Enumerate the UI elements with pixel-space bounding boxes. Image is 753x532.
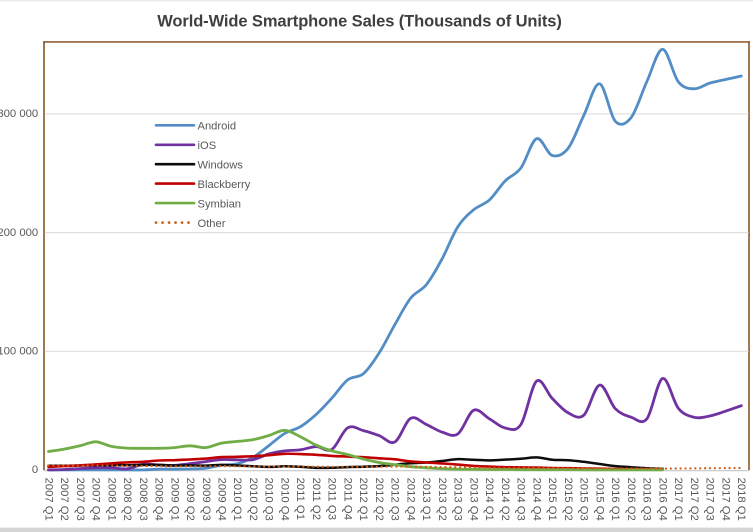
svg-text:Blackberry: Blackberry	[198, 179, 251, 191]
svg-text:2011 Q2: 2011 Q2	[310, 478, 322, 521]
svg-text:2016 Q4: 2016 Q4	[656, 478, 668, 521]
svg-text:2009 Q1: 2009 Q1	[168, 478, 180, 521]
svg-text:2007 Q3: 2007 Q3	[74, 478, 86, 521]
svg-text:Android: Android	[198, 121, 237, 133]
svg-text:2007 Q2: 2007 Q2	[58, 478, 70, 521]
svg-text:2012 Q4: 2012 Q4	[404, 478, 416, 521]
svg-text:2014 Q1: 2014 Q1	[483, 478, 495, 521]
svg-text:2017 Q1: 2017 Q1	[672, 478, 684, 521]
svg-text:2018 Q1: 2018 Q1	[735, 478, 747, 521]
svg-text:2010 Q4: 2010 Q4	[279, 478, 291, 521]
svg-text:2014 Q2: 2014 Q2	[499, 478, 511, 521]
svg-text:2012 Q2: 2012 Q2	[373, 478, 385, 521]
svg-text:2015 Q3: 2015 Q3	[578, 478, 590, 521]
svg-text:2013 Q4: 2013 Q4	[467, 478, 479, 521]
svg-text:Symbian: Symbian	[198, 198, 242, 210]
svg-text:2012 Q3: 2012 Q3	[389, 478, 401, 521]
svg-text:2017 Q3: 2017 Q3	[704, 478, 716, 521]
svg-text:2011 Q3: 2011 Q3	[326, 478, 338, 521]
svg-text:2013 Q1: 2013 Q1	[420, 478, 432, 521]
svg-text:2008 Q3: 2008 Q3	[137, 478, 149, 521]
svg-text:2010 Q3: 2010 Q3	[263, 478, 275, 521]
svg-text:200 000: 200 000	[0, 227, 38, 239]
svg-text:2014 Q3: 2014 Q3	[515, 478, 527, 521]
svg-text:Other: Other	[198, 218, 226, 230]
svg-text:Windows: Windows	[198, 159, 244, 171]
svg-text:2007 Q1: 2007 Q1	[42, 478, 54, 521]
svg-text:iOS: iOS	[198, 140, 217, 152]
svg-text:2015 Q1: 2015 Q1	[546, 478, 558, 521]
svg-text:2014 Q4: 2014 Q4	[530, 478, 542, 521]
svg-text:2008 Q1: 2008 Q1	[105, 478, 117, 521]
svg-text:2007 Q4: 2007 Q4	[90, 478, 102, 521]
svg-text:2015 Q2: 2015 Q2	[562, 478, 574, 521]
svg-text:2016 Q2: 2016 Q2	[625, 478, 637, 521]
svg-text:2009 Q3: 2009 Q3	[200, 478, 212, 521]
svg-text:2012 Q1: 2012 Q1	[357, 478, 369, 521]
svg-text:2016 Q1: 2016 Q1	[609, 478, 621, 521]
svg-text:2009 Q2: 2009 Q2	[184, 478, 196, 521]
svg-text:2010 Q1: 2010 Q1	[231, 478, 243, 521]
svg-text:2008 Q4: 2008 Q4	[153, 478, 165, 521]
svg-text:2010 Q2: 2010 Q2	[247, 478, 259, 521]
svg-text:2017 Q4: 2017 Q4	[719, 478, 731, 521]
svg-text:300 000: 300 000	[0, 108, 38, 120]
svg-text:2016 Q3: 2016 Q3	[641, 478, 653, 521]
svg-text:World-Wide Smartphone Sales (T: World-Wide Smartphone Sales (Thousands o…	[157, 13, 562, 31]
svg-text:0: 0	[32, 464, 38, 476]
svg-text:2011 Q1: 2011 Q1	[294, 478, 306, 521]
svg-text:2015 Q4: 2015 Q4	[593, 478, 605, 521]
svg-text:2008 Q2: 2008 Q2	[121, 478, 133, 521]
svg-text:2011 Q4: 2011 Q4	[342, 478, 354, 521]
svg-text:2017 Q2: 2017 Q2	[688, 478, 700, 521]
svg-text:2013 Q3: 2013 Q3	[452, 478, 464, 521]
svg-text:2013 Q2: 2013 Q2	[436, 478, 448, 521]
svg-text:100 000: 100 000	[0, 345, 38, 357]
svg-text:2009 Q4: 2009 Q4	[216, 478, 228, 521]
